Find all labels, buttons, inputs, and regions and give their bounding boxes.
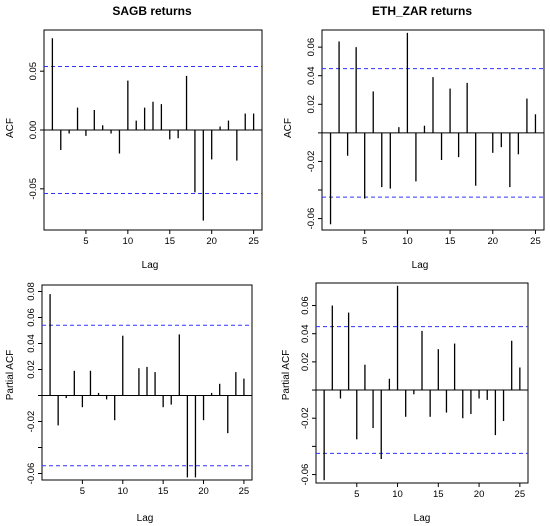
plot-frame: [321, 29, 545, 231]
x-tick-label: 15: [164, 236, 175, 247]
x-tick-label: 10: [402, 236, 413, 247]
x-tick-label: 25: [530, 236, 541, 247]
y-tick-label: -0.05: [28, 178, 39, 200]
y-axis-ticks: -0.05 0.00 0.05: [28, 62, 44, 200]
x-axis-label: Lag: [412, 260, 429, 271]
y-axis-label: ACF: [283, 118, 294, 138]
x-tick-label: 15: [433, 489, 444, 500]
y-tick-label: 0.04: [300, 324, 311, 343]
y-tick-label: -0.02: [300, 407, 311, 429]
ethzar-pacf-panel: Lag Partial ACF 5 10 15 20 25 -0.06 -0.02 0.02…: [281, 282, 529, 524]
sagb-acf-panel: SAGB returns Lag ACF 5 10 15 20 25 -0.05 0.00…: [5, 4, 263, 271]
x-tick-label: 5: [80, 486, 85, 497]
x-tick-label: 20: [206, 236, 217, 247]
x-tick-label: 25: [248, 236, 259, 247]
y-axis-ticks: -0.06 -0.02 0.02 0.04 0.06: [300, 296, 316, 485]
y-tick-label: 0.06: [306, 38, 317, 57]
x-axis-ticks: 5 10 15 20 25: [83, 230, 259, 247]
x-axis-label: Lag: [137, 513, 154, 524]
y-tick-label: 0.02: [306, 95, 317, 114]
panel-title: ETH_ZAR returns: [372, 4, 472, 18]
plot-area: [44, 38, 262, 221]
x-tick-label: 10: [123, 236, 134, 247]
x-axis-label: Lag: [142, 260, 159, 271]
plot-frame: [315, 282, 529, 484]
y-axis-label: ACF: [5, 118, 16, 138]
sagb-pacf-panel: Lag Partial ACF 5 10 15 20 25 -0.06 -0.02 0.02…: [5, 282, 253, 524]
x-axis-ticks: 5 10 15 20 25: [362, 230, 541, 247]
y-axis-label: Partial ACF: [5, 350, 16, 401]
y-tick-label: 0.06: [300, 296, 311, 315]
x-axis-ticks: 5 10 15 20 25: [354, 483, 525, 500]
y-tick-label: -0.06: [26, 463, 37, 485]
y-tick-label: -0.02: [26, 411, 37, 433]
y-axis-ticks: -0.06 -0.02 0.02 0.04 0.06 0.08: [26, 282, 42, 484]
x-axis-ticks: 5 10 15 20 25: [80, 480, 249, 497]
y-tick-label: -0.02: [306, 151, 317, 173]
y-tick-label: 0.08: [26, 282, 37, 301]
x-tick-label: 15: [445, 236, 456, 247]
ethzar-acf-panel: ETH_ZAR returns Lag ACF 5 10 15 20 25 -0.06-…: [283, 4, 545, 271]
y-tick-label: 0.02: [26, 360, 37, 379]
x-tick-label: 10: [392, 489, 403, 500]
plot-frame: [41, 284, 253, 481]
panel-title: SAGB returns: [112, 4, 192, 18]
y-tick-label: 0.00: [28, 121, 39, 140]
x-tick-label: 5: [362, 236, 367, 247]
x-tick-label: 15: [158, 486, 169, 497]
y-tick-label: 0.04: [26, 334, 37, 353]
plot-area: [316, 285, 528, 481]
y-tick-label: -0.06: [300, 464, 311, 486]
y-axis-label: Partial ACF: [281, 350, 292, 401]
plot-area: [322, 32, 544, 225]
y-axis-ticks: -0.06 -0.02 0.02 0.04 0.06: [306, 38, 322, 230]
x-tick-label: 5: [354, 489, 359, 500]
x-tick-label: 10: [117, 486, 128, 497]
plot-area: [42, 294, 252, 478]
y-tick-label: 0.05: [28, 62, 39, 81]
y-tick-label: -0.06: [306, 208, 317, 230]
y-tick-label: 0.02: [300, 353, 311, 372]
x-tick-label: 20: [198, 486, 209, 497]
x-axis-label: Lag: [414, 513, 431, 524]
x-tick-label: 20: [487, 236, 498, 247]
y-tick-label: 0.06: [26, 308, 37, 327]
x-tick-label: 25: [239, 486, 250, 497]
x-tick-label: 20: [474, 489, 485, 500]
y-tick-label: 0.04: [306, 66, 317, 85]
x-tick-label: 5: [83, 236, 88, 247]
x-tick-label: 25: [515, 489, 526, 500]
